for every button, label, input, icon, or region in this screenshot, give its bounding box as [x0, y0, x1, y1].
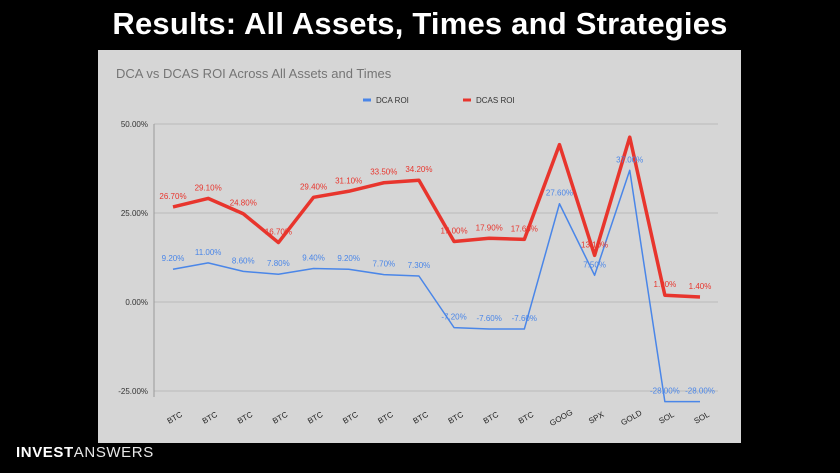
slide-title: Results: All Assets, Times and Strategie… [112, 6, 728, 41]
dca-data-label: -28.00% [650, 387, 680, 396]
dca-data-label: 8.60% [232, 256, 255, 265]
dca-data-label: 9.20% [162, 254, 185, 263]
dcas-data-label: 31.10% [335, 176, 362, 185]
dcas-data-label: 17.90% [476, 223, 503, 232]
brand-logo-bold: INVEST [16, 444, 74, 461]
chart-panel: DCA vs DCAS ROI Across All Assets and Ti… [98, 50, 741, 443]
y-tick-label: -25.00% [118, 387, 148, 396]
dcas-data-label: 17.00% [440, 226, 467, 235]
x-tick-label: GOOG [548, 408, 574, 428]
dca-data-label: -7.20% [441, 313, 466, 322]
x-tick-label: BTC [376, 410, 395, 426]
x-tick-label: SPX [587, 410, 606, 426]
x-tick-label: BTC [271, 410, 290, 426]
y-tick-label: 0.00% [125, 298, 148, 307]
dca-data-label: 27.60% [546, 189, 573, 198]
dca-data-label: 11.00% [195, 248, 222, 257]
x-tick-label: BTC [341, 410, 360, 426]
dca-data-label: -7.60% [477, 314, 502, 323]
dcas-data-label: 34.20% [405, 165, 432, 174]
x-tick-label: BTC [482, 410, 501, 426]
x-tick-label: BTC [412, 410, 431, 426]
brand-logo: INVESTANSWERS [16, 444, 154, 461]
x-tick-label: BTC [201, 410, 220, 426]
x-tick-label: BTC [166, 410, 185, 426]
dcas-data-label: 1.40% [689, 282, 712, 291]
legend-label: DCA ROI [376, 96, 409, 105]
dca-data-label: 7.50% [583, 260, 606, 269]
legend-label: DCAS ROI [476, 96, 515, 105]
x-tick-label: BTC [236, 410, 255, 426]
x-tick-label: SOL [657, 410, 676, 426]
dca-data-label: 7.30% [408, 261, 431, 270]
dcas-data-label: 26.70% [159, 192, 186, 201]
dcas-data-label: 13.10% [581, 240, 608, 249]
dca-roi-line [172, 169, 700, 403]
dca-data-label: 9.20% [337, 254, 360, 263]
x-tick-label: GOLD [619, 408, 643, 427]
dca-data-label: 37.00% [616, 155, 643, 164]
dcas-data-label: 17.60% [511, 224, 538, 233]
dcas-data-label: 29.40% [300, 182, 327, 191]
dca-data-label: 7.80% [267, 259, 290, 268]
dca-data-label: 9.40% [302, 254, 325, 263]
brand-logo-light: ANSWERS [73, 444, 154, 461]
x-tick-label: SOL [693, 410, 712, 426]
dcas-data-label: 33.50% [370, 168, 397, 177]
dca-data-label: -7.60% [512, 314, 537, 323]
dca-data-label: -28.00% [685, 387, 715, 396]
y-tick-label: 25.00% [121, 209, 148, 218]
dcas-data-label: 29.10% [195, 183, 222, 192]
chart-title: DCA vs DCAS ROI Across All Assets and Ti… [116, 66, 392, 81]
dcas-data-label: 16.70% [265, 228, 292, 237]
y-tick-label: 50.00% [121, 120, 148, 129]
dcas-roi-line [172, 135, 701, 299]
dcas-data-label: 24.80% [230, 199, 257, 208]
x-tick-label: BTC [447, 410, 466, 426]
x-tick-label: BTC [517, 410, 536, 426]
dca-data-label: 7.70% [372, 260, 395, 269]
dcas-data-label: 1.90% [654, 280, 677, 289]
x-tick-label: BTC [306, 410, 325, 426]
roi-line-chart: DCA vs DCAS ROI Across All Assets and Ti… [116, 66, 718, 428]
